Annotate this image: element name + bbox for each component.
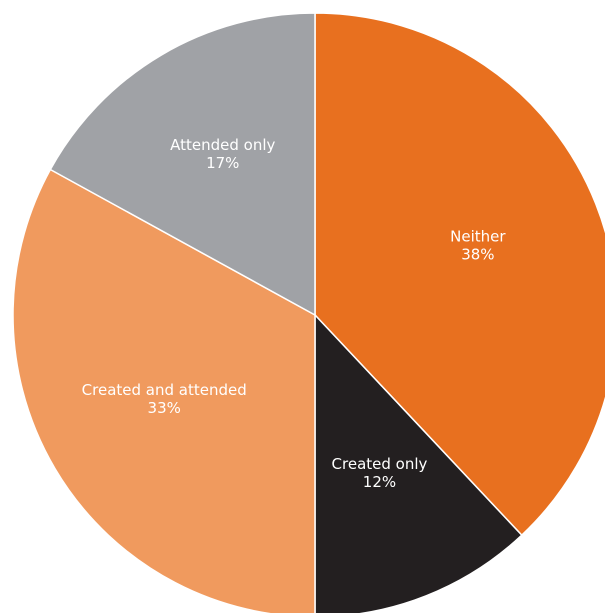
pie-slices xyxy=(12,12,605,613)
pie-label-created-only: Created only 12% xyxy=(332,455,428,491)
slice-label-name: Neither xyxy=(450,228,506,246)
slice-label-percent: 38% xyxy=(461,246,494,264)
pie-slice-created-only xyxy=(314,313,523,613)
slice-label-name: Attended only xyxy=(170,136,275,154)
pie-label-neither: Neither 38% xyxy=(450,228,506,264)
slice-label-percent: 33% xyxy=(148,399,181,417)
slice-label-percent: 12% xyxy=(363,473,396,491)
pie-label-created-and-attended: Created and attended 33% xyxy=(82,381,247,417)
pie-labels: Neither 38% Created only 12% Created and att… xyxy=(82,136,507,491)
pie-label-attended-only: Attended only 17% xyxy=(170,136,275,172)
pie-slice-created-and-attended xyxy=(12,168,316,613)
slice-label-percent: 17% xyxy=(206,154,239,172)
pie-slice-neither xyxy=(314,12,605,537)
slice-label-name: Created and attended xyxy=(82,381,247,399)
slice-label-name: Created only xyxy=(332,455,428,473)
pie-slice-attended-only xyxy=(49,12,316,317)
